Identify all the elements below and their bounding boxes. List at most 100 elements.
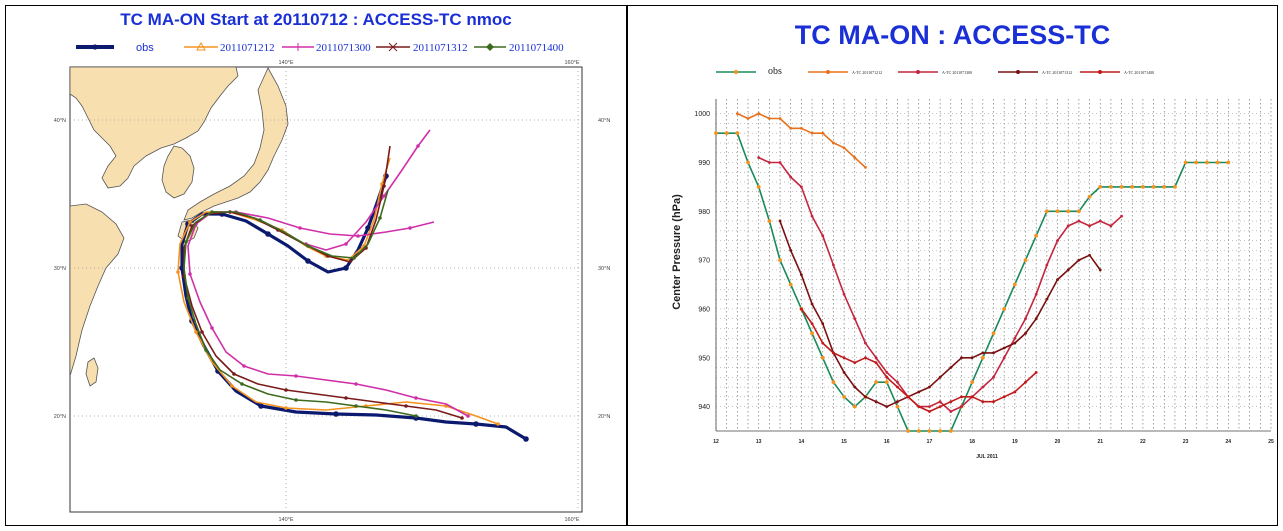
data-point — [1215, 160, 1220, 165]
track-point — [188, 220, 192, 224]
track-point — [240, 382, 244, 386]
x-tick-label: 20 — [1055, 439, 1061, 445]
x-tick-label: 21 — [1097, 439, 1103, 445]
series-line-0 — [716, 132, 1229, 432]
legend-obs-label: obs — [136, 42, 154, 54]
x-tick-label: 12 — [713, 439, 719, 445]
data-point — [1098, 184, 1103, 189]
data-point — [895, 404, 900, 409]
data-point — [1077, 258, 1081, 262]
data-point — [789, 126, 793, 130]
track-point — [344, 242, 348, 246]
data-point — [864, 165, 867, 169]
track-point — [404, 404, 408, 408]
data-point — [1066, 209, 1071, 214]
land-mainland — [70, 67, 239, 189]
land-japan — [183, 67, 289, 221]
data-point — [1002, 395, 1006, 399]
data-point — [1002, 307, 1007, 311]
track-point — [343, 265, 349, 271]
data-point — [1109, 184, 1113, 189]
data-point — [1024, 317, 1027, 321]
data-point — [1162, 184, 1167, 189]
y-tick-label: 970 — [698, 258, 710, 265]
chart-axes: 940 950 960 970 980 990 1000 12 13 14 15 16 17 18 19 20… — [694, 99, 1274, 445]
data-point — [916, 429, 921, 433]
legend-label-1: A-TC 2011071212 — [852, 70, 882, 75]
data-point — [1173, 184, 1177, 189]
data-point — [810, 322, 814, 325]
track-point — [230, 384, 234, 388]
data-point — [1226, 160, 1231, 165]
y-tick-label: 950 — [698, 355, 710, 362]
data-point — [767, 117, 771, 120]
data-point — [938, 400, 942, 404]
data-point — [906, 429, 911, 433]
track-point — [333, 411, 339, 417]
track-point — [265, 231, 271, 237]
data-point — [885, 375, 889, 379]
track-point — [210, 326, 214, 330]
track-point — [382, 184, 386, 188]
data-point — [778, 117, 782, 120]
data-point — [842, 371, 846, 374]
data-point — [960, 395, 963, 399]
track-point — [344, 396, 348, 400]
data-point — [842, 146, 846, 150]
data-point — [757, 112, 761, 116]
data-point — [981, 385, 985, 389]
pressure-chart-panel: TC MA-ON : ACCESS-TC obs A-TC 2011071212 A… — [627, 5, 1278, 526]
track-2011071300-2 — [187, 211, 469, 417]
data-point — [970, 380, 975, 385]
data-point — [992, 351, 995, 355]
legend-2011071300-label: 2011071300 — [316, 42, 371, 54]
lat-label-20-left: 20°N — [54, 414, 66, 420]
data-point — [832, 141, 835, 145]
x-tick-label: 23 — [1183, 439, 1189, 445]
data-point — [1141, 184, 1145, 189]
data-point — [820, 355, 825, 360]
track-2011071300-3 — [305, 129, 431, 251]
track-point — [382, 194, 386, 198]
track-point — [356, 234, 360, 238]
x-tick-label: 24 — [1226, 439, 1232, 445]
data-point — [1013, 390, 1017, 394]
data-point — [810, 331, 814, 336]
y-tick-label: 1000 — [694, 111, 710, 118]
data-point — [980, 355, 985, 360]
data-point — [1056, 278, 1059, 282]
data-point — [852, 404, 857, 409]
data-point — [1034, 292, 1038, 296]
x-tick-label: 17 — [927, 439, 933, 445]
legend-marker — [826, 70, 830, 74]
data-point — [778, 161, 782, 164]
data-point — [778, 219, 782, 223]
track-point — [354, 382, 358, 386]
data-point — [928, 385, 931, 389]
legend-marker — [916, 70, 920, 74]
map-area — [69, 66, 583, 513]
data-point — [853, 317, 857, 321]
track-point — [200, 330, 204, 334]
data-point — [853, 361, 857, 365]
data-point — [874, 361, 878, 365]
data-point — [724, 131, 729, 136]
data-point — [799, 185, 803, 189]
data-point — [1087, 194, 1092, 199]
data-point — [842, 394, 846, 399]
data-point — [853, 156, 857, 159]
data-point — [1024, 380, 1027, 384]
legend-2011071312-marker — [388, 42, 398, 52]
data-point — [789, 248, 793, 252]
data-point — [799, 126, 803, 130]
track-point — [294, 398, 298, 402]
data-point — [832, 263, 835, 267]
track-point — [365, 225, 371, 231]
data-point — [896, 380, 899, 384]
track-map: obs 2011071212 2011071300 2011071312 201… — [54, 41, 610, 523]
data-point — [1120, 214, 1123, 218]
data-point — [949, 410, 953, 413]
data-point — [874, 356, 878, 360]
data-point — [810, 302, 814, 306]
data-point — [1130, 184, 1135, 189]
